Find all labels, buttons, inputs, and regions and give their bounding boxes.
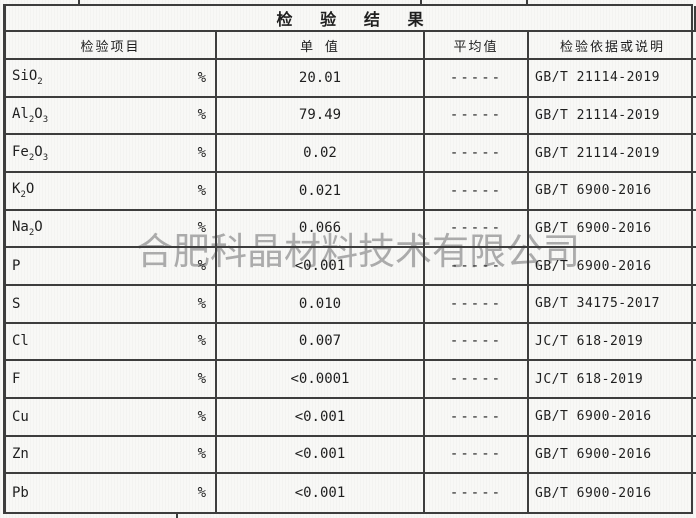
item-cell: Pb % (6, 474, 217, 512)
analyte-name: F (12, 371, 21, 388)
item-cell: K2O % (6, 173, 217, 211)
single-value: 0.010 (217, 286, 425, 324)
average-value: ----- (425, 361, 529, 399)
single-value: 0.066 (217, 210, 425, 249)
test-standard: GB/T 21114-2019 (529, 135, 696, 173)
single-value: <0.001 (217, 248, 425, 286)
unit-label: % (197, 295, 206, 312)
item-cell: S % (6, 286, 217, 324)
test-results-table: 检 验 结 果 检验项目 单 值 平均值 检验依据或说明 SiO2 % 20.0… (3, 4, 696, 514)
single-value: 0.02 (217, 135, 425, 173)
average-value: ----- (425, 173, 529, 211)
test-standard: GB/T 6900-2016 (529, 248, 696, 286)
analyte-name: Cl (12, 333, 29, 350)
cropped-row-divider (526, 0, 528, 4)
unit-label: % (197, 258, 206, 275)
analyte-name: Pb (12, 485, 29, 502)
unit-label: % (197, 145, 206, 162)
single-value: 79.49 (217, 97, 425, 136)
single-value: <0.0001 (217, 361, 425, 399)
test-standard: JC/T 618-2019 (529, 324, 696, 362)
header-average-value: 平均值 (425, 32, 529, 60)
item-cell: Al2O3 % (6, 97, 217, 136)
unit-label: % (197, 220, 206, 237)
analyte-name: Fe2O3 (12, 143, 49, 163)
analyte-name: Na2O (12, 219, 43, 238)
test-standard: GB/T 6900-2016 (529, 173, 696, 211)
unit-label: % (197, 371, 206, 388)
item-cell: P % (6, 248, 217, 286)
unit-label: % (197, 446, 206, 463)
test-standard: GB/T 6900-2016 (535, 485, 652, 501)
average-value: ----- (425, 135, 529, 173)
test-standard: GB/T 21114-2019 (529, 60, 696, 98)
analyte-name: Cu (12, 408, 29, 425)
cropped-row-divider (78, 0, 80, 4)
analyte-name: Al2O3 (12, 106, 49, 125)
unit-label: % (197, 182, 206, 199)
single-value: <0.001 (217, 474, 425, 512)
item-cell: Zn % (6, 436, 217, 475)
test-standard: JC/T 618-2019 (529, 361, 696, 399)
test-standard: GB/T 6900-2016 (529, 399, 696, 437)
average-value: ----- (425, 248, 529, 286)
average-value: ----- (425, 399, 529, 437)
unit-label: % (197, 485, 206, 502)
average-value: ----- (425, 474, 529, 512)
average-value: ----- (425, 210, 529, 249)
unit-label: % (197, 333, 206, 350)
item-cell: Cu % (6, 399, 217, 437)
average-value: ----- (425, 97, 529, 136)
table-title: 检 验 结 果 (6, 6, 696, 32)
average-value: ----- (425, 60, 529, 98)
unit-label: % (197, 107, 206, 124)
analyte-name: K2O (12, 181, 35, 201)
analyte-name: P (12, 258, 21, 275)
header-test-basis: 检验依据或说明 (529, 32, 696, 60)
single-value: 0.007 (217, 323, 425, 362)
cropped-row-divider (420, 0, 422, 4)
unit-label: % (197, 69, 206, 86)
average-value: ----- (425, 323, 529, 362)
test-standard: GB/T 21114-2019 (529, 98, 696, 136)
single-value: 0.021 (217, 173, 425, 211)
single-value: 20.01 (217, 60, 425, 98)
analyte-name: Zn (12, 446, 29, 463)
cropped-row-divider (176, 514, 178, 518)
analyte-name: S (12, 295, 21, 312)
header-test-item: 检验项目 (6, 32, 217, 60)
header-single-value: 单 值 (217, 32, 425, 60)
item-cell: Na2O % (6, 210, 217, 249)
item-cell: Fe2O3 % (6, 135, 217, 173)
single-value: <0.001 (217, 436, 425, 475)
test-standard: GB/T 6900-2016 (529, 437, 696, 475)
analyte-name: SiO2 (12, 68, 43, 88)
item-cell: SiO2 % (6, 60, 217, 98)
item-cell: Cl % (6, 323, 217, 362)
item-cell: F % (6, 361, 217, 399)
test-standard: GB/T 6900-2016 (529, 211, 696, 249)
unit-label: % (197, 408, 206, 425)
average-value: ----- (425, 436, 529, 475)
test-standard: GB/T 34175-2017 (529, 286, 696, 324)
average-value: ----- (425, 286, 529, 324)
single-value: <0.001 (217, 399, 425, 437)
